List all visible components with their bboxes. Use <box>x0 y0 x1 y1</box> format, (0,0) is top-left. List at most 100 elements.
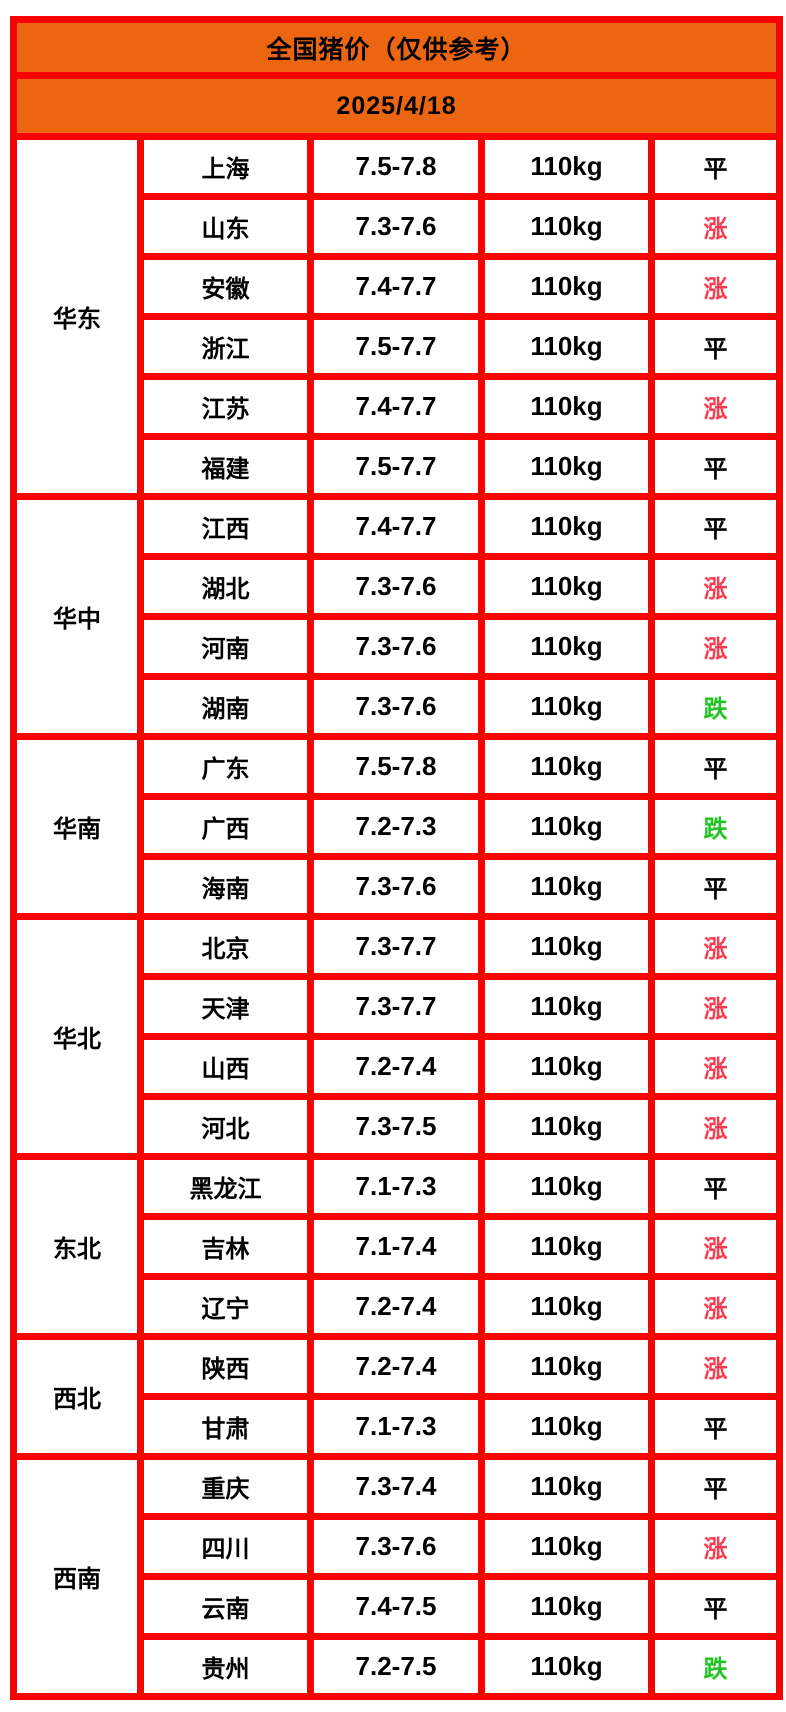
status-cell: 平 <box>647 433 784 500</box>
province-cell: 广东 <box>137 733 314 800</box>
price-cell: 7.3-7.6 <box>307 1513 485 1580</box>
status-cell: 涨 <box>647 553 784 620</box>
province-cell: 广西 <box>137 793 314 860</box>
table-row: 湖北 7.3-7.6 110kg 涨 <box>14 553 784 620</box>
province-cell: 湖北 <box>137 553 314 620</box>
status-cell: 涨 <box>647 613 784 680</box>
weight-cell: 110kg <box>478 1033 655 1100</box>
weight-cell: 110kg <box>478 853 655 920</box>
weight-cell: 110kg <box>478 1633 655 1700</box>
status-cell: 涨 <box>647 1273 784 1340</box>
table-row: 福建 7.5-7.7 110kg 平 <box>14 433 784 500</box>
table-row: 四川 7.3-7.6 110kg 涨 <box>14 1513 784 1580</box>
province-cell: 山东 <box>137 193 314 260</box>
province-cell: 河南 <box>137 613 314 680</box>
weight-cell: 110kg <box>478 1573 655 1640</box>
price-cell: 7.1-7.4 <box>307 1213 485 1280</box>
table-row: 海南 7.3-7.6 110kg 平 <box>14 853 784 920</box>
status-cell: 涨 <box>647 193 784 260</box>
weight-cell: 110kg <box>478 253 655 320</box>
region-cell: 西南 <box>10 1453 144 1700</box>
price-cell: 7.5-7.7 <box>307 313 485 380</box>
status-cell: 涨 <box>647 913 784 980</box>
province-cell: 安徽 <box>137 253 314 320</box>
price-cell: 7.3-7.4 <box>307 1453 485 1520</box>
status-cell: 平 <box>647 493 784 560</box>
table-row: 广西 7.2-7.3 110kg 跌 <box>14 793 784 860</box>
weight-cell: 110kg <box>478 373 655 440</box>
table-row: 河北 7.3-7.5 110kg 涨 <box>14 1093 784 1160</box>
price-cell: 7.3-7.5 <box>307 1093 485 1160</box>
region-cell: 华东 <box>10 133 144 500</box>
status-cell: 涨 <box>647 1333 784 1400</box>
status-cell: 涨 <box>647 253 784 320</box>
date-label: 2025/4/18 <box>9 72 784 140</box>
status-cell: 平 <box>647 1153 784 1220</box>
table-row: 华东 上海 7.5-7.8 110kg 平 <box>10 133 784 500</box>
price-cell: 7.2-7.3 <box>307 793 485 860</box>
province-cell: 上海 <box>137 133 314 200</box>
price-cell: 7.5-7.8 <box>307 133 485 200</box>
province-cell: 北京 <box>137 913 314 980</box>
price-cell: 7.1-7.3 <box>307 1393 485 1460</box>
weight-cell: 110kg <box>478 613 655 680</box>
weight-cell: 110kg <box>478 1093 655 1160</box>
price-cell: 7.1-7.3 <box>307 1153 485 1220</box>
weight-cell: 110kg <box>478 433 655 500</box>
weight-cell: 110kg <box>478 1513 655 1580</box>
weight-cell: 110kg <box>478 793 655 860</box>
price-cell: 7.3-7.6 <box>307 613 485 680</box>
price-cell: 7.3-7.6 <box>307 193 485 260</box>
pig-price-table: 全国猪价（仅供参考） 2025/4/18 华东 上海 7.5-7.8 110kg… <box>9 16 784 1700</box>
province-cell: 山西 <box>137 1033 314 1100</box>
province-cell: 浙江 <box>137 313 314 380</box>
table-row: 安徽 7.4-7.7 110kg 涨 <box>14 253 784 320</box>
province-cell: 江苏 <box>137 373 314 440</box>
table-row: 天津 7.3-7.7 110kg 涨 <box>14 973 784 1040</box>
date-row: 2025/4/18 <box>9 72 784 140</box>
weight-cell: 110kg <box>478 1273 655 1340</box>
price-cell: 7.2-7.4 <box>307 1273 485 1340</box>
price-cell: 7.5-7.7 <box>307 433 485 500</box>
region-cell: 华中 <box>10 493 144 740</box>
weight-cell: 110kg <box>478 1333 655 1400</box>
weight-cell: 110kg <box>478 1393 655 1460</box>
table-row: 西南 重庆 7.3-7.4 110kg 平 <box>10 1453 784 1700</box>
status-cell: 涨 <box>647 1213 784 1280</box>
price-cell: 7.3-7.7 <box>307 913 485 980</box>
status-cell: 平 <box>647 1453 784 1520</box>
table-row: 华南 广东 7.5-7.8 110kg 平 <box>10 733 784 920</box>
status-cell: 平 <box>647 133 784 200</box>
price-cell: 7.2-7.4 <box>307 1333 485 1400</box>
table-row: 湖南 7.3-7.6 110kg 跌 <box>14 673 784 740</box>
title-row: 全国猪价（仅供参考） <box>9 16 784 79</box>
status-cell: 跌 <box>647 673 784 740</box>
province-cell: 甘肃 <box>137 1393 314 1460</box>
status-cell: 涨 <box>647 1513 784 1580</box>
price-cell: 7.4-7.5 <box>307 1573 485 1640</box>
province-cell: 四川 <box>137 1513 314 1580</box>
table-row: 吉林 7.1-7.4 110kg 涨 <box>14 1213 784 1280</box>
region-cell: 华南 <box>10 733 144 920</box>
status-cell: 涨 <box>647 1093 784 1160</box>
province-cell: 贵州 <box>137 1633 314 1700</box>
weight-cell: 110kg <box>478 673 655 740</box>
status-cell: 涨 <box>647 373 784 440</box>
province-cell: 天津 <box>137 973 314 1040</box>
weight-cell: 110kg <box>478 733 655 800</box>
table-row: 甘肃 7.1-7.3 110kg 平 <box>14 1393 784 1460</box>
weight-cell: 110kg <box>478 973 655 1040</box>
price-cell: 7.5-7.8 <box>307 733 485 800</box>
weight-cell: 110kg <box>478 313 655 380</box>
status-cell: 平 <box>647 733 784 800</box>
weight-cell: 110kg <box>478 493 655 560</box>
weight-cell: 110kg <box>478 133 655 200</box>
status-cell: 涨 <box>647 1033 784 1100</box>
table-row: 华北 北京 7.3-7.7 110kg 涨 <box>10 913 784 1160</box>
table-row: 辽宁 7.2-7.4 110kg 涨 <box>14 1273 784 1340</box>
weight-cell: 110kg <box>478 1213 655 1280</box>
table-row: 河南 7.3-7.6 110kg 涨 <box>14 613 784 680</box>
status-cell: 平 <box>647 1393 784 1460</box>
weight-cell: 110kg <box>478 913 655 980</box>
table-row: 浙江 7.5-7.7 110kg 平 <box>14 313 784 380</box>
